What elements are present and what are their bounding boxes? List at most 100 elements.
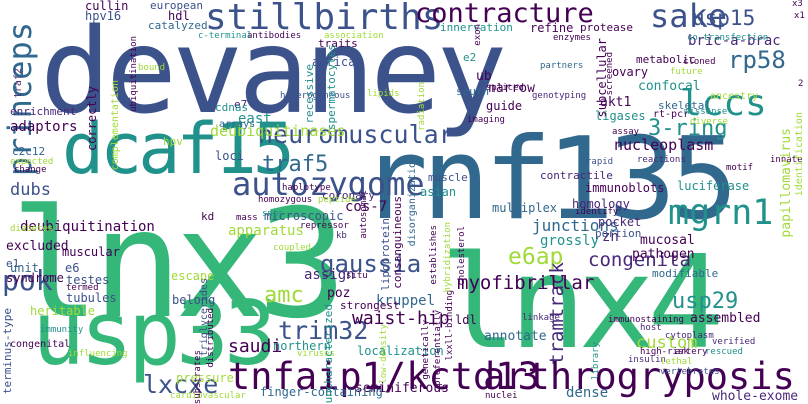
cloud-word: narrow xyxy=(488,81,535,96)
cloud-word: grossly xyxy=(540,233,600,249)
cloud-word: radiation xyxy=(417,82,427,131)
cloud-word: heritable xyxy=(30,304,96,318)
cloud-word: arrays xyxy=(219,119,256,130)
cloud-word: future xyxy=(670,67,703,77)
cloud-word: protease xyxy=(580,21,633,34)
cloud-word: haplotype xyxy=(282,183,331,193)
cloud-word: heterogeneous xyxy=(280,91,351,101)
cloud-word: strongest xyxy=(340,299,400,312)
cloud-word: modifiable xyxy=(652,267,719,280)
cloud-word: lxcxe xyxy=(143,370,219,399)
cloud-word: testes xyxy=(66,273,110,287)
cloud-word: tubules xyxy=(66,291,117,305)
cloud-word: high-risk xyxy=(640,347,689,357)
cloud-word: immunoblots xyxy=(585,181,665,195)
cloud-word: immunity xyxy=(40,325,84,335)
cloud-word: homozygous xyxy=(258,195,313,205)
cloud-word: pok xyxy=(2,264,53,297)
cloud-word: pathogen xyxy=(632,247,695,262)
cloud-word: motif xyxy=(726,163,754,173)
cloud-word: dcaf15 xyxy=(62,108,295,190)
cloud-word: poz xyxy=(327,286,351,301)
cloud-word: mucosal xyxy=(640,233,695,248)
cloud-word: arthrogryposis xyxy=(483,355,795,398)
cloud-word: apparatus xyxy=(228,223,304,239)
cloud-word: assay xyxy=(612,127,640,137)
cloud-word: kd xyxy=(201,210,215,223)
cloud-word: coupled xyxy=(273,243,311,253)
cloud-word: substrates xyxy=(193,350,203,404)
cloud-word: missense xyxy=(684,107,728,117)
cloud-word: traf5 xyxy=(262,152,329,177)
cloud-word: ubiquitination xyxy=(129,36,139,112)
cloud-word: whole-exome xyxy=(712,389,799,404)
cloud-word: hybridization xyxy=(443,222,453,293)
cloud-word: exon xyxy=(473,24,483,46)
cloud-word: host xyxy=(640,323,662,333)
cloud-word: preferentially xyxy=(433,310,443,386)
cloud-word: 2 xyxy=(798,79,804,89)
cloud-word: european xyxy=(150,0,203,12)
cloud-word: imaging xyxy=(467,115,505,125)
cloud-word: correctly xyxy=(85,86,99,152)
cloud-word: repressor xyxy=(300,221,349,231)
cloud-word: skeletal xyxy=(658,99,711,112)
cloud-word: bound xyxy=(138,63,166,73)
cloud-word: innate xyxy=(770,155,803,165)
cloud-word: lxxll-binding xyxy=(445,290,455,361)
cloud-word: catalyzed xyxy=(148,19,208,32)
cloud-word: innervation xyxy=(440,21,513,34)
cloud-word: neuromuscular xyxy=(258,120,454,149)
cloud-word: cullin xyxy=(85,0,129,13)
cloud-word: spermatocytes xyxy=(325,44,338,131)
cloud-word: luciferase xyxy=(677,179,750,193)
cloud-word: stillbirths xyxy=(205,0,444,38)
cloud-word: custom xyxy=(636,333,698,353)
cloud-word: enrichment xyxy=(10,105,77,118)
cloud-word: east xyxy=(238,111,272,127)
cloud-word: traf2 xyxy=(13,68,24,99)
cloud-word: association xyxy=(324,31,384,41)
cloud-word: genotyping xyxy=(532,91,587,101)
cloud-word: zn xyxy=(602,229,619,245)
cloud-word: verified xyxy=(712,337,756,347)
cloud-word: e1 xyxy=(6,257,20,270)
cloud-word: triglycerides xyxy=(199,278,210,357)
cloud-word: spliced xyxy=(486,83,524,93)
cloud-word: microscopic xyxy=(264,209,344,223)
cloud-word: consanguineous xyxy=(391,196,404,289)
cloud-word: complementation xyxy=(110,80,121,171)
cloud-word: annotate xyxy=(484,329,547,344)
cloud-word: change xyxy=(14,165,47,175)
cloud-word: situ xyxy=(346,271,368,281)
cloud-word: northern xyxy=(273,339,331,353)
cloud-word: contracture xyxy=(415,0,594,29)
cloud-word: viruses xyxy=(297,349,335,359)
cloud-word: hpv16 xyxy=(85,9,122,23)
cloud-word: amc xyxy=(264,283,304,308)
cloud-word: finger-containing xyxy=(260,385,383,399)
cloud-word: lccs xyxy=(680,83,767,124)
cloud-word: papillomavirus xyxy=(779,128,794,238)
cloud-word: lipids xyxy=(367,89,400,99)
cloud-word: ub xyxy=(476,69,492,84)
cloud-word: congenital xyxy=(10,339,71,350)
cloud-word: tnfaip1/kctd13 xyxy=(228,355,540,398)
cloud-word: dubs xyxy=(10,180,51,200)
cloud-word: linkage xyxy=(522,313,560,323)
cloud-word: lnx4 xyxy=(440,229,724,378)
cloud-word: lethal xyxy=(660,357,693,367)
cloud-word: lipoprotein xyxy=(379,218,392,291)
cloud-word: kruppel xyxy=(376,293,436,309)
cloud-word: localization xyxy=(357,344,444,358)
cloud-word: deubiquitinases xyxy=(210,122,346,140)
cloud-word: congenita xyxy=(588,249,691,271)
cloud-word: excluded xyxy=(6,239,69,254)
cloud-word: south xyxy=(456,85,490,98)
cloud-word: portion xyxy=(595,227,642,240)
cloud-word: ligases xyxy=(595,109,646,123)
cloud-word: cos-7 xyxy=(345,199,388,215)
cloud-word: terminus-type xyxy=(1,308,14,395)
cloud-word: screened xyxy=(605,52,615,96)
